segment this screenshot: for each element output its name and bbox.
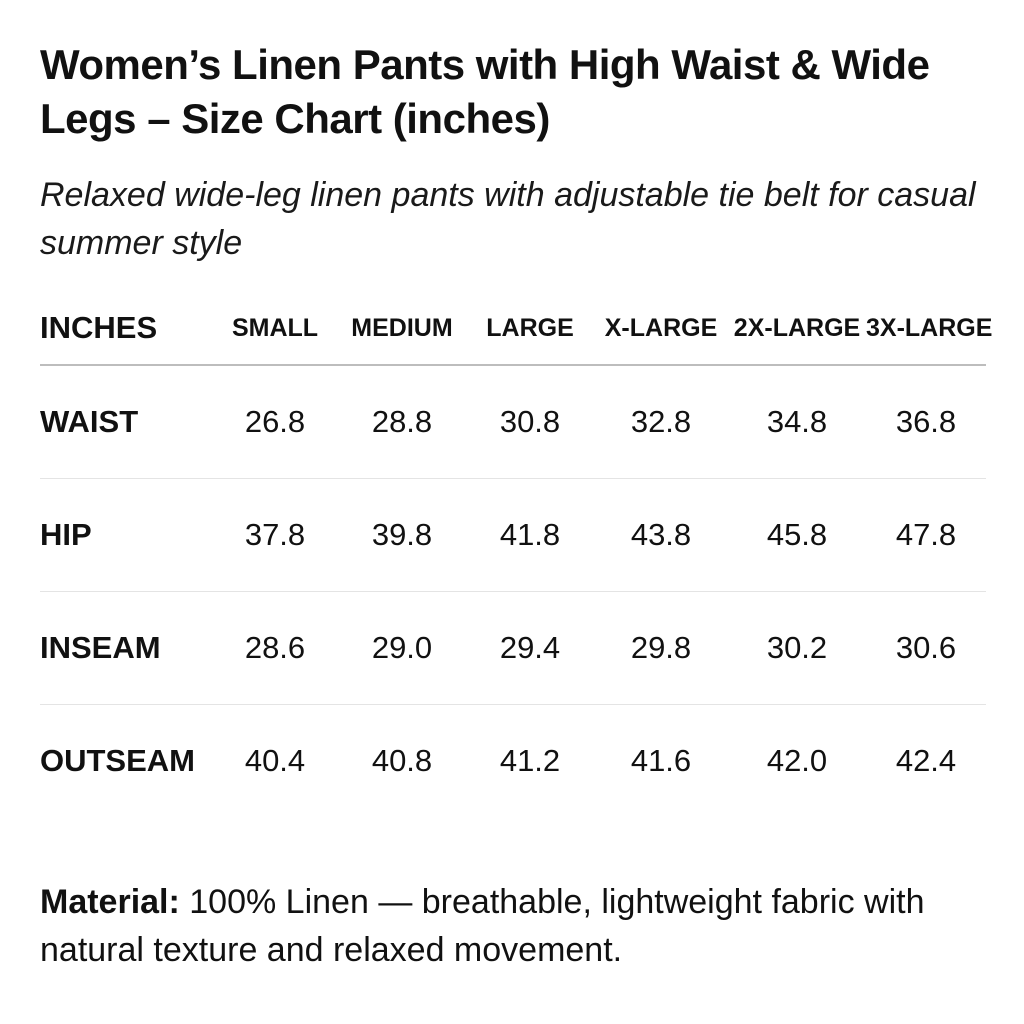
page-title: Women’s Linen Pants with High Waist & Wi…	[40, 41, 930, 142]
table-header-row: INCHES SMALL MEDIUM LARGE X-LARGE 2X-LAR…	[40, 292, 992, 366]
table-cell: 41.2	[499, 743, 561, 778]
table-row-hip: HIP 37.8 39.8 41.8 43.8 45.8 47.8	[40, 478, 986, 592]
size-header-large: LARGE	[466, 292, 594, 366]
size-header-3x-large: 3X-LARGE	[866, 292, 992, 366]
size-table: INCHES SMALL MEDIUM LARGE X-LARGE 2X-LAR…	[40, 292, 992, 818]
size-header-2x-large: 2X-LARGE	[728, 292, 866, 366]
table-cell: 42.4	[895, 743, 957, 778]
material-label: Material:	[40, 883, 180, 921]
table-cell: 30.6	[866, 591, 986, 705]
material-note: Material: 100% Linen — breathable, light…	[40, 878, 990, 974]
size-header-medium: MEDIUM	[338, 292, 466, 366]
table-cell: 40.8	[371, 743, 433, 778]
table-cell: 29.8	[594, 591, 728, 705]
table-cell: 28.8	[338, 365, 466, 479]
table-cell: 42.0	[766, 743, 828, 778]
table-cell: 30.2	[728, 591, 866, 705]
row-label: OUTSEAM	[40, 743, 195, 778]
row-label: WAIST	[40, 365, 212, 479]
material-text: 100% Linen — breathable, lightweight fab…	[40, 883, 925, 969]
table-cell: 36.8	[866, 365, 986, 479]
table-cell: 41.8	[466, 478, 594, 592]
table-cell: 41.6	[630, 743, 692, 778]
table-cell: 28.6	[212, 591, 338, 705]
table-cell: 26.8	[212, 365, 338, 479]
table-row-inseam: INSEAM 28.6 29.0 29.4 29.8 30.2 30.6	[40, 591, 986, 705]
product-subtitle: Relaxed wide-leg linen pants with adjust…	[40, 176, 976, 262]
size-header-small: SMALL	[212, 292, 338, 366]
table-row-outseam: OUTSEAM 40.4 40.8 41.2 41.6 42.0 42.4	[40, 705, 986, 818]
table-cell: 29.4	[466, 591, 594, 705]
table-cell: 37.8	[212, 478, 338, 592]
table-cell: 47.8	[866, 478, 986, 592]
table-cell: 45.8	[728, 478, 866, 592]
table-cell: 30.8	[466, 365, 594, 479]
table-cell: 32.8	[594, 365, 728, 479]
row-label: HIP	[40, 478, 212, 592]
table-cell: 39.8	[338, 478, 466, 592]
table-row-waist: WAIST 26.8 28.8 30.8 32.8 34.8 36.8	[40, 365, 986, 479]
table-cell: 34.8	[728, 365, 866, 479]
unit-header: INCHES	[40, 292, 212, 366]
table-cell: 29.0	[338, 591, 466, 705]
table-cell: 40.4	[244, 743, 306, 778]
size-header-x-large: X-LARGE	[594, 292, 728, 366]
row-label: INSEAM	[40, 591, 212, 705]
table-cell: 43.8	[594, 478, 728, 592]
